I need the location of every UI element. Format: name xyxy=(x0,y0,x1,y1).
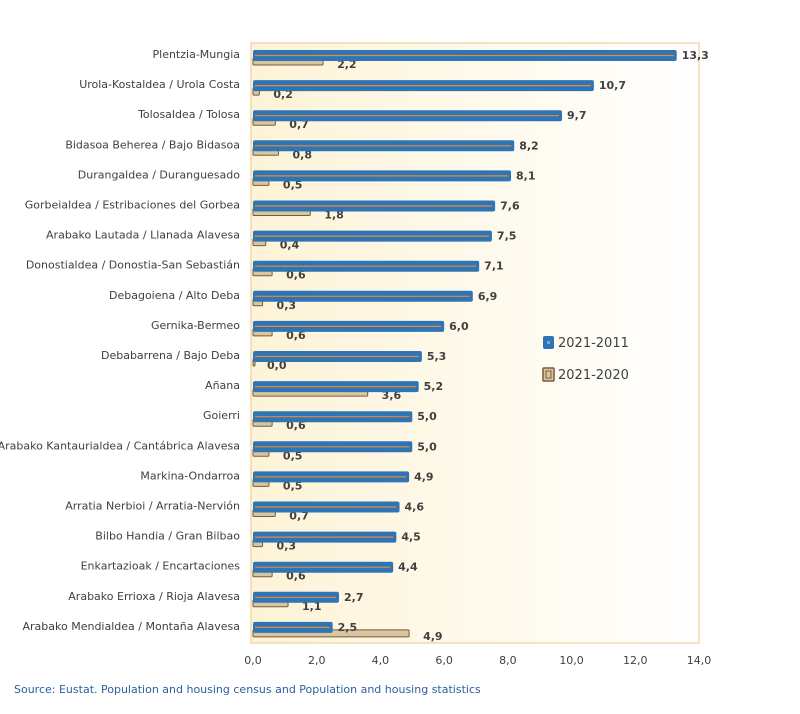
value-label-2021-2011: 5,0 xyxy=(417,410,437,423)
category-label: Markina-Ondarroa xyxy=(140,469,240,482)
value-label-2021-2020: 0,8 xyxy=(292,148,312,161)
category-label: Gorbeialdea / Estribaciones del Gorbea xyxy=(25,199,240,212)
value-label-2021-2011: 7,5 xyxy=(497,230,517,243)
value-label-2021-2011: 8,1 xyxy=(516,169,536,182)
category-label: Debagoiena / Alto Deba xyxy=(109,289,240,302)
value-label-2021-2011: 6,9 xyxy=(478,290,498,303)
value-label-2021-2020: 0,4 xyxy=(280,239,300,252)
value-label-2021-2011: 5,3 xyxy=(427,350,447,363)
x-tick-label: 2,0 xyxy=(308,654,326,667)
value-label-2021-2020: 0,6 xyxy=(286,329,306,342)
value-label-2021-2011: 5,0 xyxy=(417,440,437,453)
value-label-2021-2011: 7,6 xyxy=(500,200,520,213)
value-label-2021-2020: 4,9 xyxy=(423,630,443,643)
category-label: Tolosaldea / Tolosa xyxy=(137,108,240,121)
category-label: Arabako Kantaurialdea / Cantábrica Alave… xyxy=(0,439,240,452)
value-label-2021-2011: 4,5 xyxy=(401,531,421,544)
x-tick-label: 10,0 xyxy=(559,654,584,667)
category-label: Enkartazioak / Encartaciones xyxy=(81,560,241,573)
bar-chart: Plentzia-Mungia 2,2 13,3 Urola-Kostaldea / … xyxy=(0,42,711,667)
legend-label-2021-2011: 2021-2011 xyxy=(558,336,629,351)
value-label-2021-2020: 0,6 xyxy=(286,269,306,282)
legend-label-2021-2020: 2021-2020 xyxy=(558,368,629,383)
value-label-2021-2020: 1,1 xyxy=(302,600,322,613)
value-label-2021-2011: 4,6 xyxy=(405,501,425,514)
value-label-2021-2020: 0,0 xyxy=(267,359,287,372)
category-label: Bilbo Handia / Gran Bilbao xyxy=(95,530,240,543)
x-tick-label: 12,0 xyxy=(623,654,648,667)
value-label-2021-2011: 8,2 xyxy=(519,139,539,152)
value-label-2021-2020: 0,6 xyxy=(286,419,306,432)
value-label-2021-2020: 0,5 xyxy=(283,178,303,191)
legend: 2021-2011 2021-2020 xyxy=(542,336,629,383)
value-label-2021-2020: 2,2 xyxy=(337,58,357,71)
value-label-2021-2020: 3,6 xyxy=(382,389,402,402)
category-label: Añana xyxy=(205,379,240,392)
value-label-2021-2020: 1,8 xyxy=(324,209,344,222)
plot-area xyxy=(250,42,700,644)
x-tick-label: 8,0 xyxy=(499,654,517,667)
value-label-2021-2020: 0,5 xyxy=(283,479,303,492)
x-tick-label: 14,0 xyxy=(687,654,712,667)
category-label: Urola-Kostaldea / Urola Costa xyxy=(79,78,240,91)
bars-layer: Plentzia-Mungia 2,2 13,3 Urola-Kostaldea / … xyxy=(0,48,709,643)
category-label: Debabarrena / Bajo Deba xyxy=(101,349,240,362)
value-label-2021-2011: 10,7 xyxy=(599,79,626,92)
value-label-2021-2011: 2,5 xyxy=(338,621,358,634)
category-label: Arabako Errioxa / Rioja Alavesa xyxy=(68,590,240,603)
value-label-2021-2020: 0,7 xyxy=(289,510,309,523)
category-label: Gernika-Bermeo xyxy=(151,319,240,332)
value-label-2021-2011: 9,7 xyxy=(567,109,587,122)
value-label-2021-2020: 0,3 xyxy=(277,299,297,312)
source-note: Source: Eustat. Population and housing c… xyxy=(14,683,481,696)
category-label: Plentzia-Mungia xyxy=(153,48,241,61)
value-label-2021-2020: 0,2 xyxy=(273,88,293,101)
value-label-2021-2011: 4,4 xyxy=(398,561,418,574)
value-label-2021-2011: 4,9 xyxy=(414,470,434,483)
value-label-2021-2011: 6,0 xyxy=(449,320,469,333)
value-label-2021-2020: 0,6 xyxy=(286,570,306,583)
x-tick-label: 6,0 xyxy=(435,654,453,667)
category-label: Arabako Mendialdea / Montaña Alavesa xyxy=(23,620,241,633)
x-axis: 0,0 2,0 4,0 6,0 8,0 10,0 12,0 14,0 xyxy=(244,654,711,667)
category-label: Arabako Lautada / Llanada Alavesa xyxy=(46,229,240,242)
value-label-2021-2020: 0,5 xyxy=(283,449,303,462)
legend-swatch-2021-2020 xyxy=(542,367,555,382)
legend-swatch-2021-2020-inner xyxy=(545,370,552,379)
value-label-2021-2011: 13,3 xyxy=(682,49,709,62)
value-label-2021-2011: 5,2 xyxy=(424,380,444,393)
legend-swatch-2021-2011-center xyxy=(547,341,550,344)
value-label-2021-2011: 2,7 xyxy=(344,591,364,604)
x-tick-label: 0,0 xyxy=(244,654,262,667)
value-label-2021-2020: 0,3 xyxy=(277,540,297,553)
category-label: Durangaldea / Duranguesado xyxy=(78,168,240,181)
category-label: Arratia Nerbioi / Arratia-Nervión xyxy=(65,500,240,513)
category-label: Bidasoa Beherea / Bajo Bidasoa xyxy=(65,138,240,151)
value-label-2021-2011: 7,1 xyxy=(484,260,504,273)
value-label-2021-2020: 0,7 xyxy=(289,118,309,131)
category-label: Donostialdea / Donostia-San Sebastián xyxy=(26,259,240,272)
x-tick-label: 4,0 xyxy=(372,654,390,667)
category-label: Goierri xyxy=(203,409,240,422)
